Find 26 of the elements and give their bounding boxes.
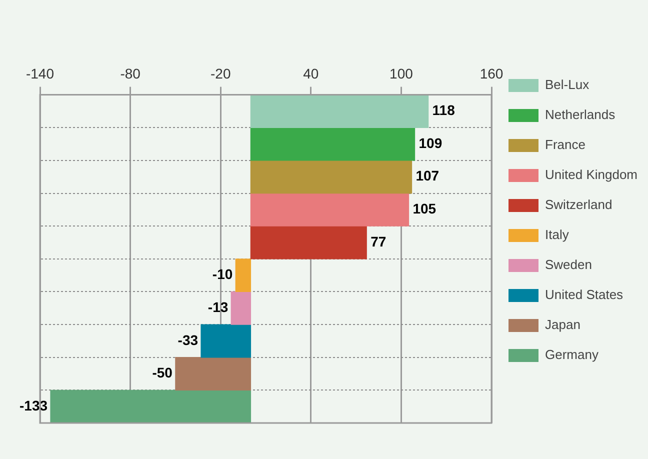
x-tick-label: 160 xyxy=(480,65,504,82)
data-label: -133 xyxy=(20,397,48,414)
data-label: 118 xyxy=(432,102,456,118)
x-tick-label: 100 xyxy=(390,65,414,82)
x-tick-label: -80 xyxy=(120,65,141,82)
data-label: -50 xyxy=(152,364,173,381)
x-tick-label: -20 xyxy=(210,65,231,82)
legend-label: Sweden xyxy=(545,257,592,272)
legend-label: Netherlands xyxy=(545,107,616,122)
legend-label: Bel-Lux xyxy=(545,77,590,92)
legend-label: United States xyxy=(545,287,624,302)
legend-label: France xyxy=(545,137,586,152)
x-tick-label: 40 xyxy=(303,65,319,82)
data-label: -13 xyxy=(208,298,228,315)
legend-label: Japan xyxy=(545,317,580,332)
data-label: -33 xyxy=(178,332,198,348)
legend-label: United Kingdom xyxy=(545,167,638,182)
x-tick-label: -140 xyxy=(26,65,54,82)
legend-label: Switzerland xyxy=(545,197,612,212)
data-label: 77 xyxy=(370,233,386,250)
data-label: 109 xyxy=(418,134,442,151)
legend-label: Italy xyxy=(545,227,570,242)
data-label: 107 xyxy=(416,168,440,184)
data-label: 105 xyxy=(412,200,436,217)
data-label: -10 xyxy=(212,266,233,282)
legend-label: Germany xyxy=(545,347,599,362)
